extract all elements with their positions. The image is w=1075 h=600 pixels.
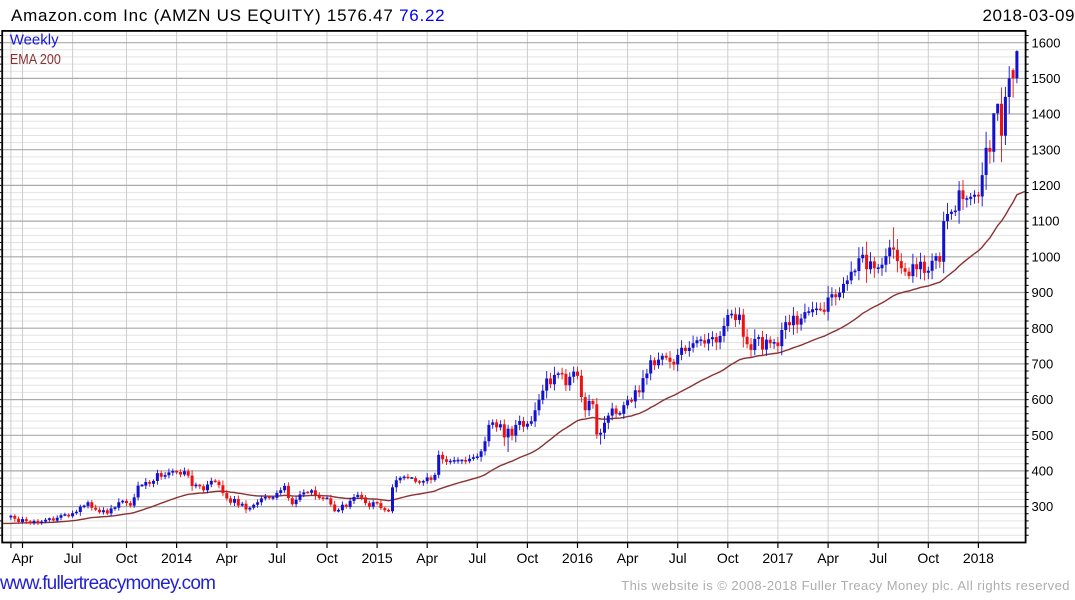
svg-text:2016: 2016 — [562, 550, 593, 566]
svg-text:700: 700 — [1032, 357, 1054, 372]
svg-text:Apr: Apr — [216, 550, 238, 566]
svg-text:Jul: Jul — [468, 550, 486, 566]
svg-text:Apr: Apr — [12, 550, 34, 566]
svg-text:2017: 2017 — [762, 550, 793, 566]
svg-text:400: 400 — [1032, 464, 1054, 479]
svg-text:2015: 2015 — [362, 550, 393, 566]
svg-text:1200: 1200 — [1032, 178, 1061, 193]
svg-text:Apr: Apr — [817, 550, 839, 566]
svg-text:Jul: Jul — [669, 550, 687, 566]
svg-text:1500: 1500 — [1032, 71, 1061, 86]
svg-text:Apr: Apr — [416, 550, 438, 566]
svg-text:Oct: Oct — [917, 550, 939, 566]
svg-text:1100: 1100 — [1032, 214, 1060, 229]
svg-text:1300: 1300 — [1032, 142, 1061, 157]
svg-text:Oct: Oct — [316, 550, 338, 566]
svg-text:Jul: Jul — [64, 550, 82, 566]
svg-text:600: 600 — [1032, 392, 1054, 407]
svg-text:1400: 1400 — [1032, 107, 1061, 122]
svg-text:300: 300 — [1032, 499, 1054, 514]
svg-text:2018: 2018 — [963, 550, 994, 566]
svg-text:Oct: Oct — [116, 550, 138, 566]
svg-text:1600: 1600 — [1032, 35, 1061, 50]
svg-text:500: 500 — [1032, 428, 1054, 443]
svg-text:1000: 1000 — [1032, 249, 1061, 264]
svg-text:2014: 2014 — [161, 550, 192, 566]
svg-text:EMA 200: EMA 200 — [10, 51, 61, 68]
svg-text:Oct: Oct — [517, 550, 539, 566]
svg-text:800: 800 — [1032, 321, 1054, 336]
svg-text:Weekly: Weekly — [10, 32, 59, 49]
svg-text:Oct: Oct — [717, 550, 739, 566]
svg-text:Jul: Jul — [869, 550, 887, 566]
svg-text:Apr: Apr — [617, 550, 639, 566]
svg-text:900: 900 — [1032, 285, 1054, 300]
svg-text:Jul: Jul — [268, 550, 286, 566]
